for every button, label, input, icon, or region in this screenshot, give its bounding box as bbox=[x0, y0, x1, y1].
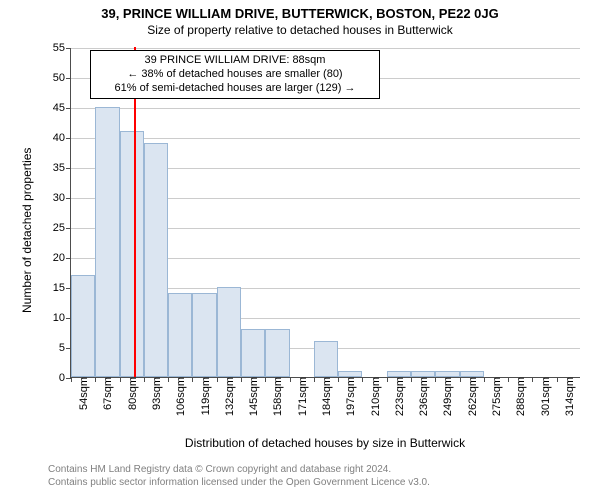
xtick-label: 262sqm bbox=[465, 377, 479, 416]
xtick-label: 158sqm bbox=[270, 377, 284, 416]
xtick-mark bbox=[411, 377, 412, 382]
xtick-label: 119sqm bbox=[198, 377, 212, 415]
xtick-mark bbox=[217, 377, 218, 382]
xtick-mark bbox=[460, 377, 461, 382]
histogram-bar bbox=[265, 329, 289, 377]
xtick-label: 249sqm bbox=[440, 377, 454, 416]
xtick-label: 210sqm bbox=[368, 377, 382, 416]
gridline bbox=[71, 138, 580, 139]
ytick-label: 15 bbox=[53, 282, 71, 294]
histogram-bar bbox=[314, 341, 338, 377]
xtick-label: 54sqm bbox=[76, 377, 90, 410]
x-axis-title: Distribution of detached houses by size … bbox=[70, 436, 580, 450]
gridline bbox=[71, 108, 580, 109]
histogram-bar bbox=[411, 371, 435, 377]
ytick-label: 55 bbox=[53, 42, 71, 54]
page-title: 39, PRINCE WILLIAM DRIVE, BUTTERWICK, BO… bbox=[0, 0, 600, 21]
histogram-bar bbox=[460, 371, 484, 377]
xtick-mark bbox=[192, 377, 193, 382]
xtick-label: 275sqm bbox=[489, 377, 503, 416]
annotation-box: 39 PRINCE WILLIAM DRIVE: 88sqm← 38% of d… bbox=[90, 50, 380, 99]
histogram-bar bbox=[192, 293, 216, 377]
xtick-label: 132sqm bbox=[222, 377, 236, 416]
xtick-mark bbox=[265, 377, 266, 382]
xtick-label: 301sqm bbox=[538, 377, 552, 416]
footer-line: Contains public sector information licen… bbox=[48, 477, 430, 490]
gridline bbox=[71, 48, 580, 49]
xtick-label: 80sqm bbox=[125, 377, 139, 410]
histogram-bar bbox=[338, 371, 362, 377]
ytick-label: 0 bbox=[59, 372, 71, 384]
xtick-label: 236sqm bbox=[416, 377, 430, 416]
xtick-mark bbox=[362, 377, 363, 382]
xtick-mark bbox=[71, 377, 72, 382]
ytick-label: 30 bbox=[53, 192, 71, 204]
xtick-label: 145sqm bbox=[246, 377, 260, 416]
xtick-mark bbox=[120, 377, 121, 382]
ytick-label: 20 bbox=[53, 252, 71, 264]
ytick-label: 35 bbox=[53, 162, 71, 174]
page-subtitle: Size of property relative to detached ho… bbox=[0, 21, 600, 37]
xtick-mark bbox=[144, 377, 145, 382]
ytick-label: 5 bbox=[59, 342, 71, 354]
xtick-label: 288sqm bbox=[513, 377, 527, 416]
annotation-line: 61% of semi-detached houses are larger (… bbox=[99, 82, 371, 96]
xtick-mark bbox=[314, 377, 315, 382]
y-axis-title: Number of detached properties bbox=[20, 148, 34, 313]
xtick-label: 93sqm bbox=[149, 377, 163, 410]
xtick-mark bbox=[338, 377, 339, 382]
xtick-label: 106sqm bbox=[173, 377, 187, 416]
footer-text: Contains HM Land Registry data © Crown c… bbox=[48, 464, 430, 489]
xtick-mark bbox=[290, 377, 291, 382]
annotation-line: 39 PRINCE WILLIAM DRIVE: 88sqm bbox=[99, 54, 371, 68]
histogram-bar bbox=[387, 371, 411, 377]
xtick-mark bbox=[241, 377, 242, 382]
ytick-label: 25 bbox=[53, 222, 71, 234]
xtick-mark bbox=[387, 377, 388, 382]
xtick-label: 223sqm bbox=[392, 377, 406, 416]
ytick-label: 10 bbox=[53, 312, 71, 324]
footer-line: Contains HM Land Registry data © Crown c… bbox=[48, 464, 430, 477]
histogram-bar bbox=[120, 131, 144, 377]
ytick-label: 40 bbox=[53, 132, 71, 144]
histogram-bar bbox=[71, 275, 95, 377]
ytick-label: 45 bbox=[53, 102, 71, 114]
chart-container: 39, PRINCE WILLIAM DRIVE, BUTTERWICK, BO… bbox=[0, 0, 600, 500]
ytick-label: 50 bbox=[53, 72, 71, 84]
xtick-mark bbox=[532, 377, 533, 382]
xtick-mark bbox=[508, 377, 509, 382]
xtick-mark bbox=[484, 377, 485, 382]
annotation-line: ← 38% of detached houses are smaller (80… bbox=[99, 68, 371, 82]
xtick-label: 67sqm bbox=[100, 377, 114, 410]
histogram-bar bbox=[168, 293, 192, 377]
xtick-label: 171sqm bbox=[295, 377, 309, 416]
histogram-bar bbox=[144, 143, 168, 377]
xtick-mark bbox=[435, 377, 436, 382]
histogram-bar bbox=[435, 371, 459, 377]
xtick-label: 314sqm bbox=[562, 377, 576, 416]
xtick-label: 184sqm bbox=[319, 377, 333, 416]
xtick-mark bbox=[557, 377, 558, 382]
histogram-bar bbox=[95, 107, 119, 377]
xtick-label: 197sqm bbox=[343, 377, 357, 416]
histogram-bar bbox=[241, 329, 265, 377]
xtick-mark bbox=[95, 377, 96, 382]
histogram-bar bbox=[217, 287, 241, 377]
xtick-mark bbox=[168, 377, 169, 382]
